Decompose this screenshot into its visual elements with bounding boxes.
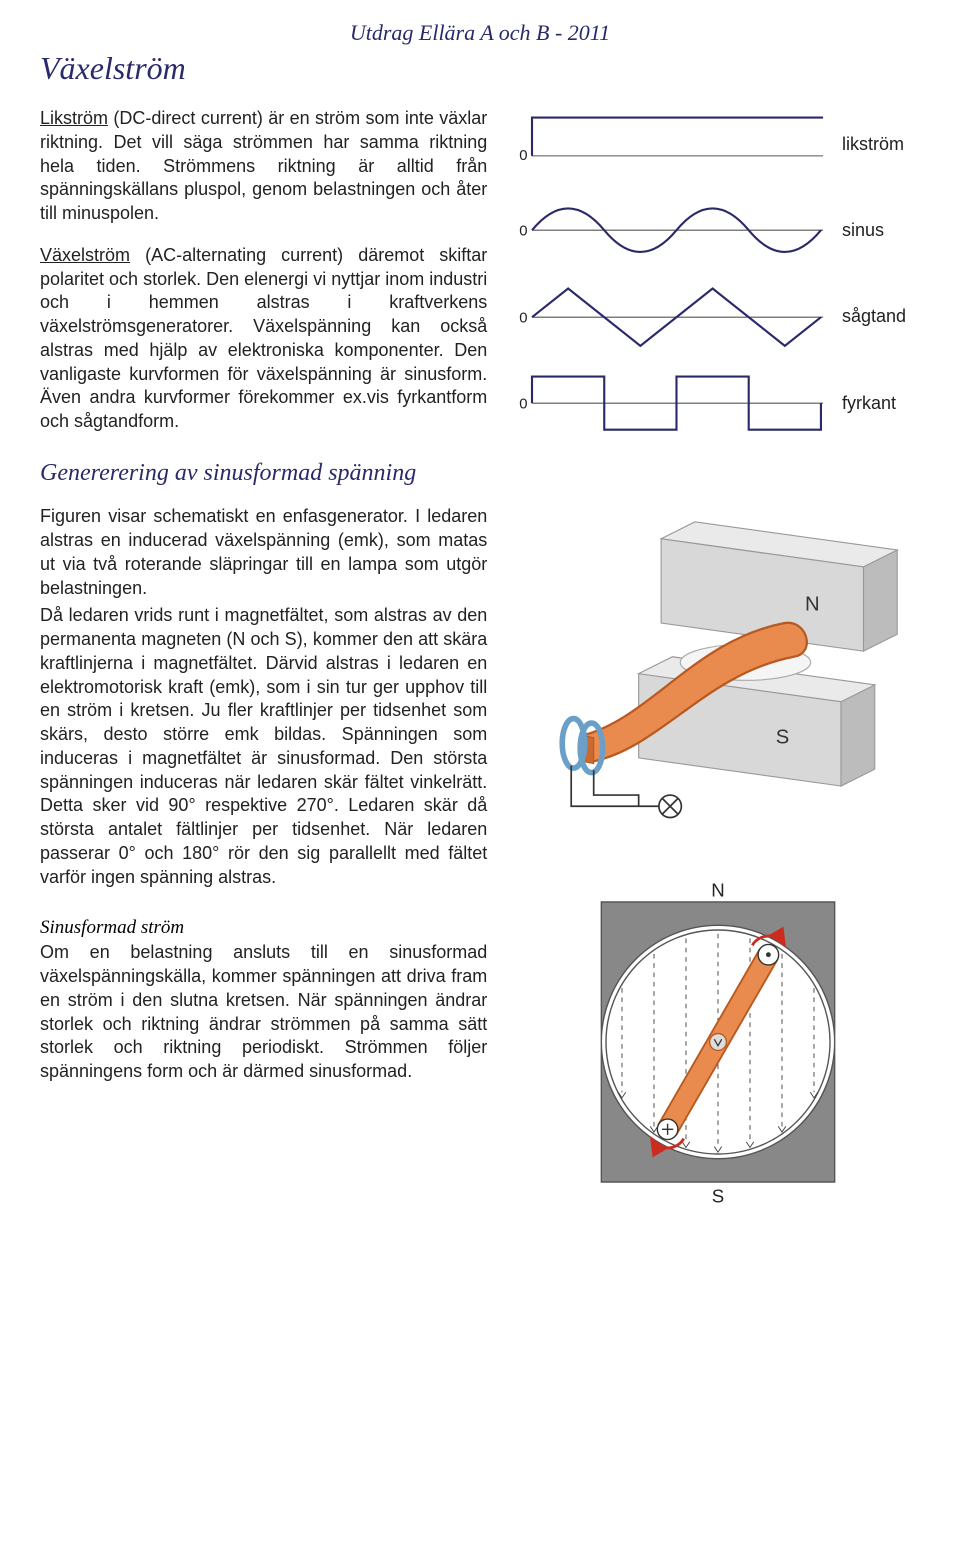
para1-body: (DC-direct current) är en ström som inte… bbox=[40, 108, 487, 223]
para2-body: (AC-alternating current) däremot skiftar… bbox=[40, 245, 487, 431]
paragraph-likstrom: Likström (DC-direct current) är en ström… bbox=[40, 107, 487, 226]
subheading-generation: Genererering av sinusformad spänning bbox=[40, 460, 920, 487]
sagtand-svg: 0 bbox=[515, 280, 834, 354]
likstrom-svg: 0 bbox=[515, 107, 834, 181]
waveform-sinus: 0 sinus bbox=[515, 193, 920, 267]
page-title: Växelström bbox=[40, 50, 920, 87]
paragraph-generator-intro: Figuren visar schematiskt en enfasgenera… bbox=[40, 505, 487, 600]
waveforms-column: 0 likström 0 sinus 0 sågtand bbox=[515, 107, 920, 452]
term-likstrom: Likström bbox=[40, 108, 108, 128]
zero-label: 0 bbox=[520, 224, 528, 240]
zero-label: 0 bbox=[520, 148, 528, 164]
rotor-cross-section: NS bbox=[515, 874, 920, 1210]
term-vaxelstrom: Växelström bbox=[40, 245, 130, 265]
zero-label: 0 bbox=[520, 310, 528, 326]
page-header: Utdrag Ellära A och B - 2011 bbox=[40, 20, 920, 46]
sagtand-label: sågtand bbox=[842, 306, 920, 327]
generator-diagrams-column: N S NS bbox=[515, 505, 920, 1209]
fyrkant-label: fyrkant bbox=[842, 393, 920, 414]
gen-label-n: N bbox=[805, 594, 820, 616]
fyrkant-svg: 0 bbox=[515, 366, 834, 440]
zero-label: 0 bbox=[520, 397, 528, 413]
paragraph-sinus-current: Om en belastning ansluts till en sinusfo… bbox=[40, 941, 487, 1084]
top-section: Likström (DC-direct current) är en ström… bbox=[40, 107, 920, 452]
paragraph-generator-detail: Då ledaren vrids runt i magnetfältet, so… bbox=[40, 604, 487, 889]
subheading-sinus-current: Sinusformad ström bbox=[40, 917, 487, 939]
rotor-svg: NS bbox=[578, 874, 858, 1210]
generator-text-column: Figuren visar schematiskt en enfasgenera… bbox=[40, 505, 487, 1209]
waveform-fyrkant: 0 fyrkant bbox=[515, 366, 920, 440]
sinus-label: sinus bbox=[842, 220, 920, 241]
generator-section: Figuren visar schematiskt en enfasgenera… bbox=[40, 505, 920, 1209]
generator-3d-svg: N S bbox=[515, 505, 920, 842]
gen-label-s: S bbox=[776, 727, 790, 749]
sinus-svg: 0 bbox=[515, 193, 834, 267]
paragraph-vaxelstrom: Växelström (AC-alternating current) däre… bbox=[40, 244, 487, 434]
likstrom-label: likström bbox=[842, 134, 920, 155]
waveform-sagtand: 0 sågtand bbox=[515, 280, 920, 354]
svg-text:N: N bbox=[711, 879, 724, 900]
waveform-likstrom: 0 likström bbox=[515, 107, 920, 181]
svg-text:S: S bbox=[711, 1185, 723, 1206]
intro-text-column: Likström (DC-direct current) är en ström… bbox=[40, 107, 487, 452]
